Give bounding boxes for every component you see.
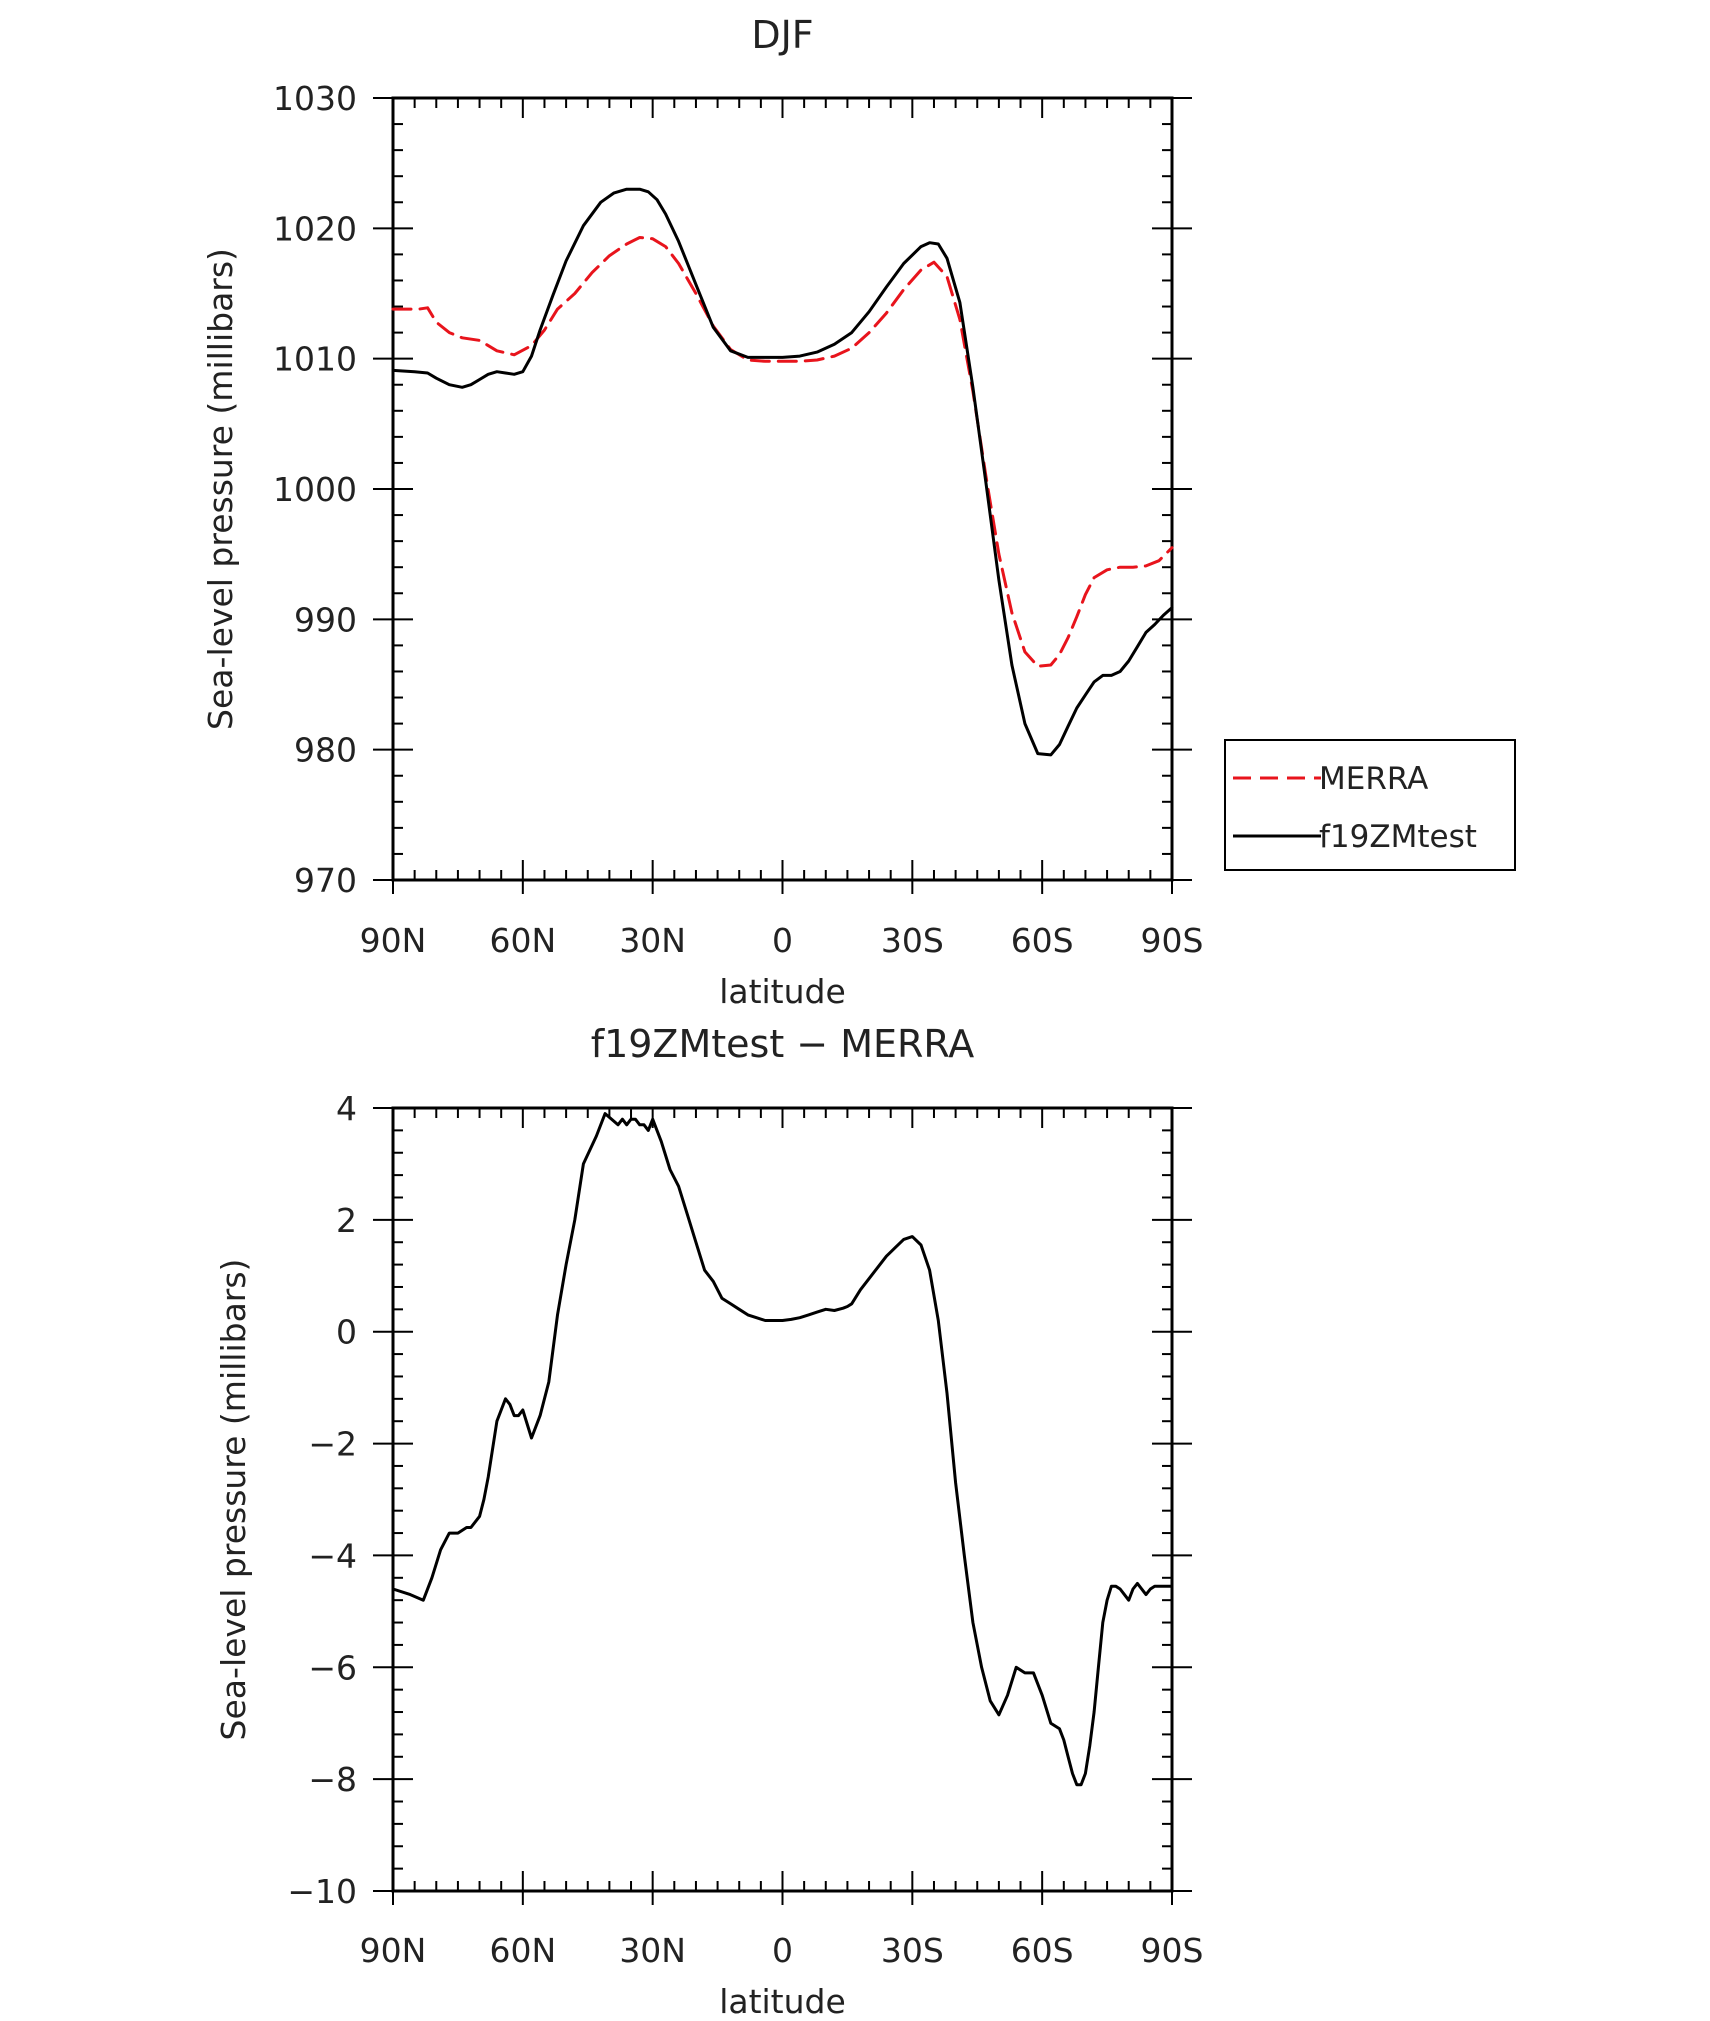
djf-panel: DJF 970 980 990 1000 1010 1020 1030 90N 60N 30N 0… <box>201 13 1516 1011</box>
x-tick-label: 60N <box>489 921 556 960</box>
x-tick-label: 30N <box>619 1931 686 1970</box>
legend: MERRA f19ZMtest <box>1224 739 1516 871</box>
x-tick-label: 30S <box>881 921 944 960</box>
y-tick-label: −8 <box>308 1760 357 1799</box>
y-tick-label: 980 <box>294 731 357 770</box>
y-tick-label: 4 <box>336 1089 357 1128</box>
x-tick-label: 60S <box>1011 921 1074 960</box>
y-tick-label: 1010 <box>273 340 357 379</box>
plot-frame <box>391 96 1174 882</box>
legend-label-merra: MERRA <box>1319 761 1428 797</box>
series-group <box>391 187 1174 757</box>
chart-title: DJF <box>751 13 813 57</box>
chart-title: f19ZMtest − MERRA <box>591 1022 975 1066</box>
x-tick-label: 90S <box>1141 1931 1204 1970</box>
y-tick-label: −4 <box>308 1536 357 1575</box>
x-tick-label: 60N <box>489 1931 556 1970</box>
y-tick-label: 0 <box>336 1313 357 1352</box>
axis-ticks <box>373 97 1192 894</box>
y-tick-labels: −10 −8 −6 −4 −2 0 2 4 <box>287 1089 357 1911</box>
y-tick-label: 1020 <box>273 209 357 248</box>
legend-box <box>1224 739 1516 871</box>
x-tick-labels: 90N 60N 30N 0 30S 60S 90S <box>360 921 1204 960</box>
x-tick-label: 60S <box>1011 1931 1074 1970</box>
y-tick-label: 2 <box>336 1201 357 1240</box>
y-tick-label: −6 <box>308 1648 357 1687</box>
y-tick-label: 1030 <box>273 79 357 118</box>
x-tick-label: 0 <box>772 1931 793 1970</box>
plot-frame <box>391 1106 1174 1893</box>
y-axis-label: Sea-level pressure (millibars) <box>201 248 240 730</box>
y-tick-label: 970 <box>294 861 357 900</box>
legend-label-f19zmtest: f19ZMtest <box>1319 819 1477 855</box>
x-axis-label: latitude <box>719 972 846 1011</box>
y-tick-labels: 970 980 990 1000 1010 1020 1030 <box>273 79 357 900</box>
y-tick-label: 990 <box>294 600 357 639</box>
axis-ticks <box>373 1107 1192 1905</box>
difference-panel: f19ZMtest − MERRA −10 −8 −6 −4 −2 0 2 4 90N 60N 3… <box>214 1022 1203 2021</box>
x-tick-label: 90N <box>360 921 427 960</box>
series-line-f19zmtest <box>391 187 1174 757</box>
y-axis-label: Sea-level pressure (millibars) <box>214 1259 253 1741</box>
x-tick-label: 0 <box>772 921 793 960</box>
y-tick-label: −2 <box>308 1425 357 1464</box>
x-tick-label: 90S <box>1141 921 1204 960</box>
y-tick-label: −10 <box>287 1872 357 1911</box>
y-tick-label: 1000 <box>273 470 357 509</box>
x-tick-label: 30S <box>881 1931 944 1970</box>
x-axis-label: latitude <box>719 1982 846 2021</box>
x-tick-labels: 90N 60N 30N 0 30S 60S 90S <box>360 1931 1204 1970</box>
series-line-difference <box>391 1112 1174 1787</box>
x-tick-label: 30N <box>619 921 686 960</box>
series-group <box>391 1112 1174 1787</box>
series-line-merra <box>391 236 1174 668</box>
x-tick-label: 90N <box>360 1931 427 1970</box>
